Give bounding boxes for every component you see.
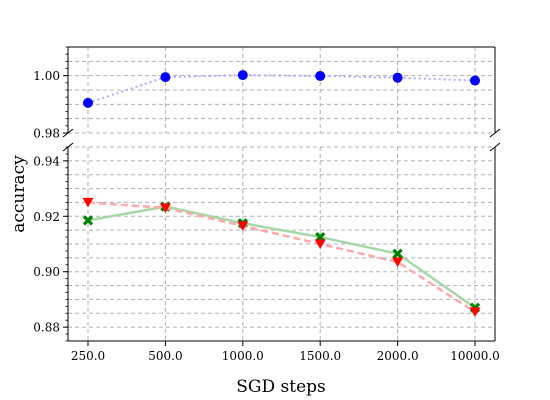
data-point-circle [237,70,248,81]
y-tick-label: 1.00 [33,69,60,83]
data-point-circle [83,97,93,108]
data-point-circle [160,72,171,83]
axis-break-mark [489,142,501,152]
x-tick-label: 1000.0 [222,349,264,363]
x-axis-label: SGD steps [236,377,325,397]
data-point-x [392,248,403,259]
y-tick-label: 0.90 [33,265,60,279]
y-axis-label: accuracy [9,155,29,233]
y-tick-label: 0.88 [33,321,60,335]
series-line [87,74,476,104]
data-point-x [82,215,94,226]
y-tick-label: 0.94 [33,154,60,168]
data-point-triangle [469,307,481,317]
data-point-triangle [237,221,249,231]
x-tick-label: 1500.0 [299,349,341,363]
x-tick-label: 500.0 [148,349,182,363]
series-layer [82,70,481,317]
tick-layer: 0.98 1.00 0.88 0.90 0.92 0.94 250.0 500.0 1000.0… [33,46,500,363]
x-tick-label: 10000.0 [450,349,500,363]
x-tick-label: 250.0 [71,349,105,363]
y-tick-label: 0.92 [33,210,60,224]
series-line [87,205,476,309]
y-tick-label: 0.98 [33,127,60,141]
data-point-circle [392,72,403,83]
data-point-triangle [159,203,171,213]
grid-layer [68,46,495,342]
x-tick-label: 2000.0 [377,349,419,363]
data-point-circle [470,75,480,86]
data-point-triangle [82,197,94,208]
data-point-triangle [392,257,404,268]
data-point-circle [315,70,326,81]
data-point-triangle [314,239,326,249]
axes-frame [62,46,501,342]
series-line [87,201,476,313]
axis-break-mark [489,128,501,138]
